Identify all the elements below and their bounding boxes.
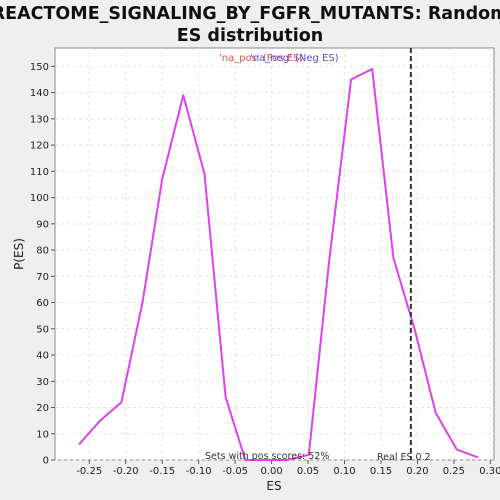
x-tick-label: 0.00 xyxy=(260,466,282,477)
x-tick-label: -0.05 xyxy=(222,466,248,477)
chart-title-line-1: REACTOME_SIGNALING_BY_FGFR_MUTANTS: Rand… xyxy=(0,4,500,24)
y-tick-label: 50 xyxy=(36,324,49,335)
x-tick-label: -0.20 xyxy=(113,466,139,477)
y-tick-label: 60 xyxy=(36,298,49,309)
y-tick-label: 110 xyxy=(30,167,49,178)
x-tick-label: 0.10 xyxy=(333,466,355,477)
y-tick-label: 10 xyxy=(36,429,49,440)
x-tick-label: 0.30 xyxy=(479,466,500,477)
legend-entry-neg: 'na_neg' (Neg ES) xyxy=(250,53,339,64)
y-tick-label: 100 xyxy=(30,193,49,204)
x-tick-label: 0.05 xyxy=(297,466,319,477)
y-axis-label: P(ES) xyxy=(12,238,26,270)
y-tick-label: 40 xyxy=(36,351,49,362)
grid xyxy=(55,48,494,461)
x-axis: -0.25 -0.20 -0.15 -0.10 -0.05 0.00 0.05 0.10 0.1… xyxy=(76,460,500,477)
x-tick-label: -0.15 xyxy=(149,466,175,477)
y-tick-label: 70 xyxy=(36,272,49,283)
x-axis-label: ES xyxy=(266,479,281,493)
y-tick-label: 90 xyxy=(36,219,49,230)
y-tick-label: 130 xyxy=(30,114,49,125)
plot-area xyxy=(54,47,495,461)
legend-entry-pos: 'na_pos' (Pos ES) xyxy=(219,53,304,64)
y-tick-label: 120 xyxy=(30,141,49,152)
y-axis: 0 10 20 30 40 50 60 70 80 90 100 110 120 130 140 150 xyxy=(30,62,55,467)
y-tick-label: 80 xyxy=(36,246,49,257)
y-tick-label: 30 xyxy=(36,377,49,388)
x-tick-label: 0.15 xyxy=(370,466,392,477)
x-tick-label: 0.20 xyxy=(406,466,428,477)
pos-scores-annotation: Sets with pos scores: 52% xyxy=(205,451,329,462)
real-es-label: Real ES 0.2 xyxy=(377,452,431,463)
x-tick-label: 0.25 xyxy=(443,466,465,477)
y-tick-label: 0 xyxy=(43,456,49,467)
y-tick-label: 150 xyxy=(30,62,49,73)
y-tick-label: 20 xyxy=(36,403,49,414)
chart-title-line-2: ES distribution xyxy=(177,26,323,46)
x-tick-label: -0.25 xyxy=(76,466,102,477)
y-tick-label: 140 xyxy=(30,88,49,99)
x-tick-label: -0.10 xyxy=(186,466,212,477)
